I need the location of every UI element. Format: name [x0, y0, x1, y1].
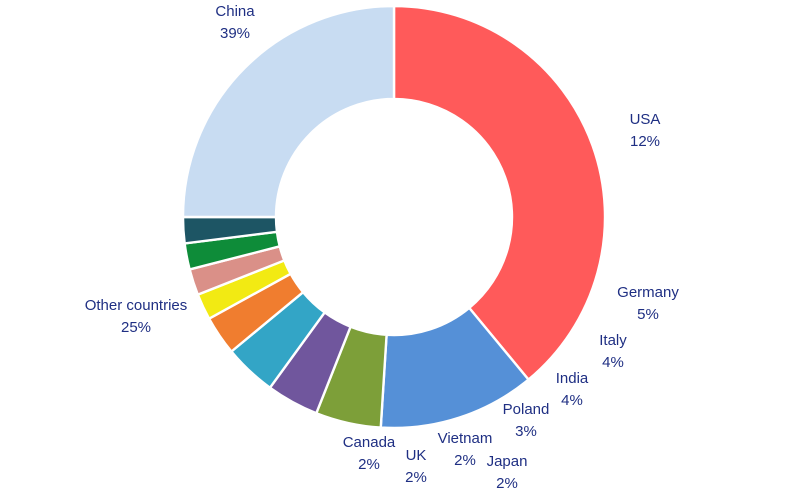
slice-value-germany: 5% — [637, 306, 659, 323]
label-group-poland: Poland 3% — [503, 401, 550, 440]
slice-label-vietnam: Vietnam — [438, 430, 493, 447]
slice-value-italy: 4% — [602, 354, 624, 371]
slice-value-usa: 12% — [630, 133, 660, 150]
slice-value-vietnam: 2% — [454, 452, 476, 469]
slice-other-countries — [181, 4, 396, 219]
slice-label-italy: Italy — [599, 332, 627, 349]
label-group-vietnam: Vietnam 2% — [438, 430, 493, 469]
label-group-italy: Italy 4% — [599, 332, 627, 371]
slice-value-canada: 2% — [358, 456, 380, 473]
label-group-usa: USA 12% — [630, 111, 661, 150]
label-group-germany: Germany 5% — [617, 284, 679, 323]
slice-label-india: India — [556, 370, 589, 387]
slice-value-japan: 2% — [496, 475, 518, 492]
label-group-india: India 4% — [556, 370, 589, 409]
slice-value-other-countries: 25% — [121, 319, 151, 336]
slice-value-india: 4% — [561, 392, 583, 409]
slices-layer — [181, 4, 607, 430]
label-group-china: China 39% — [215, 3, 255, 42]
slice-label-germany: Germany — [617, 284, 679, 301]
slice-label-uk: UK — [406, 447, 427, 464]
label-group-other-countries: Other countries 25% — [85, 297, 188, 336]
label-group-canada: Canada 2% — [343, 434, 396, 473]
label-group-uk: UK 2% — [405, 447, 427, 486]
slice-label-china: China — [215, 3, 255, 20]
slice-label-canada: Canada — [343, 434, 396, 451]
slice-label-usa: USA — [630, 111, 661, 128]
slice-label-poland: Poland — [503, 401, 550, 418]
labels-layer: China 39% USA 12% Germany 5% Italy 4% India 4% Pol… — [85, 3, 680, 492]
slice-value-poland: 3% — [515, 423, 537, 440]
slice-label-japan: Japan — [487, 453, 528, 470]
slice-label-other-countries: Other countries — [85, 297, 188, 314]
label-group-japan: Japan 2% — [487, 453, 528, 492]
slice-value-china: 39% — [220, 25, 250, 42]
slice-china — [392, 4, 607, 382]
slice-value-uk: 2% — [405, 469, 427, 486]
